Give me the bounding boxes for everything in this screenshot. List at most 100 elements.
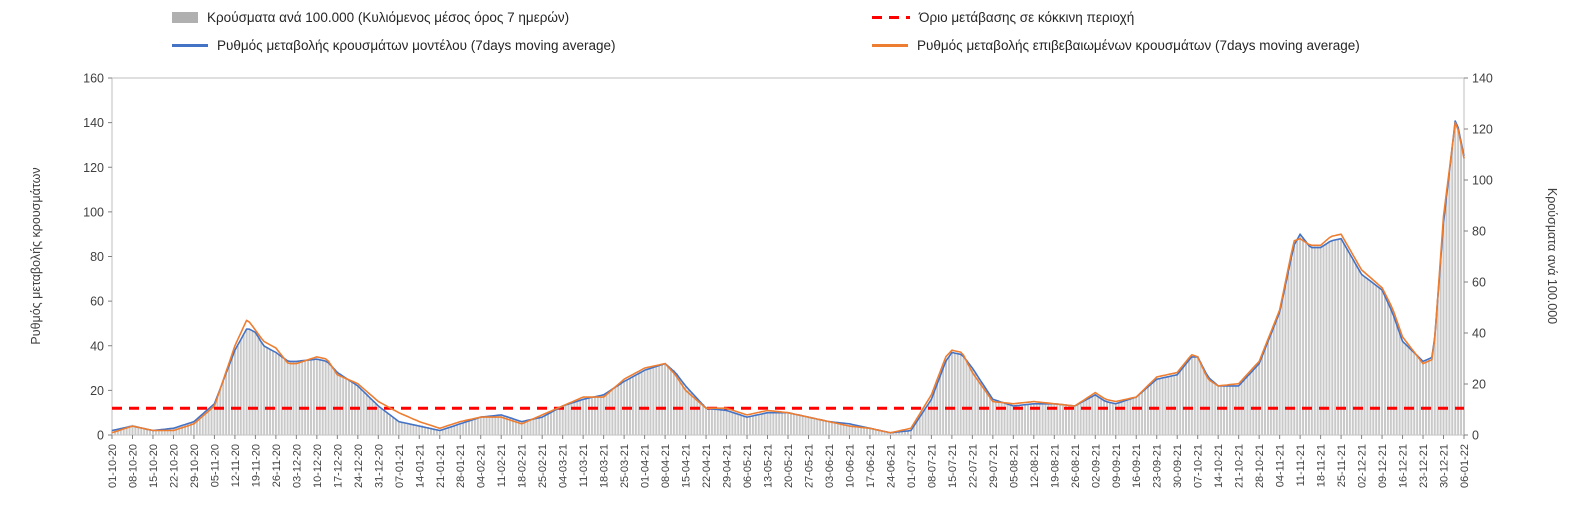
legend-label-confirmed-line: Ρυθμός μεταβολής επιβεβαιωμένων κρουσμάτ… <box>917 38 1360 53</box>
svg-text:12-08-21: 12-08-21 <box>1029 444 1041 488</box>
svg-text:16-12-21: 16-12-21 <box>1398 444 1410 488</box>
svg-text:26-11-20: 26-11-20 <box>271 444 283 487</box>
svg-text:80: 80 <box>1472 225 1486 239</box>
svg-text:15-10-20: 15-10-20 <box>148 444 160 488</box>
svg-text:100: 100 <box>83 205 104 219</box>
svg-text:16-09-21: 16-09-21 <box>1131 444 1143 488</box>
svg-text:22-04-21: 22-04-21 <box>701 444 713 488</box>
legend-item-model-line: Ρυθμός μεταβολής κρουσμάτων μοντέλου (7d… <box>172 38 616 53</box>
svg-text:01-07-21: 01-07-21 <box>906 444 918 488</box>
svg-text:100: 100 <box>1472 174 1493 188</box>
legend-item-cases-bars: Κρούσματα ανά 100.000 (Κυλιόμενος μέσος … <box>172 10 569 25</box>
svg-text:05-08-21: 05-08-21 <box>1008 444 1020 488</box>
confirmed-line-icon <box>872 44 908 47</box>
legend-label-cases-bars: Κρούσματα ανά 100.000 (Κυλιόμενος μέσος … <box>207 10 570 25</box>
svg-text:25-11-21: 25-11-21 <box>1336 444 1348 487</box>
svg-text:60: 60 <box>1472 276 1486 290</box>
svg-text:30-09-21: 30-09-21 <box>1172 444 1184 488</box>
svg-text:31-12-20: 31-12-20 <box>373 444 385 488</box>
svg-text:11-03-21: 11-03-21 <box>578 444 590 487</box>
legend-item-threshold: Όριο μετάβασης σε κόκκινη περιοχή <box>872 10 1134 25</box>
svg-text:10-06-21: 10-06-21 <box>844 444 856 488</box>
svg-text:15-07-21: 15-07-21 <box>947 444 959 488</box>
svg-text:04-11-21: 04-11-21 <box>1275 444 1287 487</box>
svg-text:28-10-21: 28-10-21 <box>1254 444 1266 488</box>
svg-text:20: 20 <box>1472 378 1486 392</box>
svg-text:01-10-20: 01-10-20 <box>107 444 119 488</box>
svg-text:14-10-21: 14-10-21 <box>1213 444 1225 488</box>
svg-text:09-09-21: 09-09-21 <box>1111 444 1123 488</box>
svg-text:18-02-21: 18-02-21 <box>517 444 529 488</box>
svg-text:07-10-21: 07-10-21 <box>1193 444 1205 488</box>
svg-text:0: 0 <box>1472 429 1479 443</box>
y-axis-right-title: Κρούσματα ανά 100.000 <box>1545 187 1559 325</box>
svg-text:22-07-21: 22-07-21 <box>967 444 979 488</box>
svg-text:24-12-20: 24-12-20 <box>353 444 365 488</box>
svg-text:08-07-21: 08-07-21 <box>926 444 938 488</box>
svg-text:07-01-21: 07-01-21 <box>394 444 406 488</box>
svg-text:20-05-21: 20-05-21 <box>783 444 795 488</box>
svg-text:17-06-21: 17-06-21 <box>865 444 877 488</box>
svg-text:21-10-21: 21-10-21 <box>1234 444 1246 488</box>
svg-text:09-12-21: 09-12-21 <box>1377 444 1389 488</box>
svg-text:19-08-21: 19-08-21 <box>1049 444 1061 488</box>
svg-text:25-02-21: 25-02-21 <box>537 444 549 488</box>
svg-text:0: 0 <box>97 429 104 443</box>
svg-text:08-04-21: 08-04-21 <box>660 444 672 488</box>
svg-text:140: 140 <box>1472 72 1493 86</box>
svg-text:11-11-21: 11-11-21 <box>1295 444 1307 486</box>
legend-item-confirmed-line: Ρυθμός μεταβολής επιβεβαιωμένων κρουσμάτ… <box>872 38 1360 53</box>
svg-text:18-11-21: 18-11-21 <box>1316 444 1328 487</box>
model-line-icon <box>172 44 208 47</box>
svg-text:03-12-20: 03-12-20 <box>291 444 303 488</box>
svg-text:24-06-21: 24-06-21 <box>885 444 897 488</box>
svg-text:11-02-21: 11-02-21 <box>496 444 508 487</box>
svg-text:120: 120 <box>1472 123 1493 137</box>
svg-text:80: 80 <box>90 250 104 264</box>
svg-text:06-01-22: 06-01-22 <box>1459 444 1471 488</box>
y-axis-left-title: Ρυθμός μεταβολής κρουσμάτων <box>29 167 43 345</box>
svg-text:60: 60 <box>90 295 104 309</box>
svg-text:04-02-21: 04-02-21 <box>476 444 488 488</box>
svg-text:13-05-21: 13-05-21 <box>763 444 775 488</box>
svg-text:23-09-21: 23-09-21 <box>1152 444 1164 488</box>
threshold-dash-icon <box>872 15 910 20</box>
svg-text:17-12-20: 17-12-20 <box>332 444 344 488</box>
svg-text:29-10-20: 29-10-20 <box>189 444 201 488</box>
svg-text:02-12-21: 02-12-21 <box>1357 444 1369 488</box>
svg-text:10-12-20: 10-12-20 <box>312 444 324 488</box>
svg-text:27-05-21: 27-05-21 <box>803 444 815 488</box>
svg-text:28-01-21: 28-01-21 <box>455 444 467 488</box>
svg-text:160: 160 <box>83 72 104 86</box>
svg-text:05-11-20: 05-11-20 <box>209 444 221 487</box>
svg-text:26-08-21: 26-08-21 <box>1070 444 1082 488</box>
legend-label-model-line: Ρυθμός μεταβολής κρουσμάτων μοντέλου (7d… <box>217 38 616 53</box>
svg-text:20: 20 <box>90 384 104 398</box>
svg-text:01-04-21: 01-04-21 <box>640 444 652 488</box>
svg-text:19-11-20: 19-11-20 <box>250 444 262 487</box>
svg-text:06-05-21: 06-05-21 <box>742 444 754 488</box>
svg-text:03-06-21: 03-06-21 <box>824 444 836 488</box>
svg-text:12-11-20: 12-11-20 <box>230 444 242 487</box>
svg-text:40: 40 <box>1472 327 1486 341</box>
svg-text:18-03-21: 18-03-21 <box>599 444 611 488</box>
svg-text:25-03-21: 25-03-21 <box>619 444 631 488</box>
svg-text:22-10-20: 22-10-20 <box>168 444 180 488</box>
svg-text:21-01-21: 21-01-21 <box>435 444 447 488</box>
svg-text:120: 120 <box>83 161 104 175</box>
svg-text:14-01-21: 14-01-21 <box>414 444 426 488</box>
svg-text:04-03-21: 04-03-21 <box>558 444 570 488</box>
svg-text:140: 140 <box>83 116 104 130</box>
bars-swatch-icon <box>172 12 198 23</box>
svg-text:30-12-21: 30-12-21 <box>1439 444 1451 488</box>
svg-text:08-10-20: 08-10-20 <box>127 444 139 488</box>
svg-text:15-04-21: 15-04-21 <box>681 444 693 488</box>
svg-text:02-09-21: 02-09-21 <box>1090 444 1102 488</box>
svg-text:29-07-21: 29-07-21 <box>988 444 1000 488</box>
svg-text:23-12-21: 23-12-21 <box>1418 444 1430 488</box>
svg-text:29-04-21: 29-04-21 <box>722 444 734 488</box>
legend-label-threshold: Όριο μετάβασης σε κόκκινη περιοχή <box>919 10 1135 25</box>
svg-text:40: 40 <box>90 339 104 353</box>
